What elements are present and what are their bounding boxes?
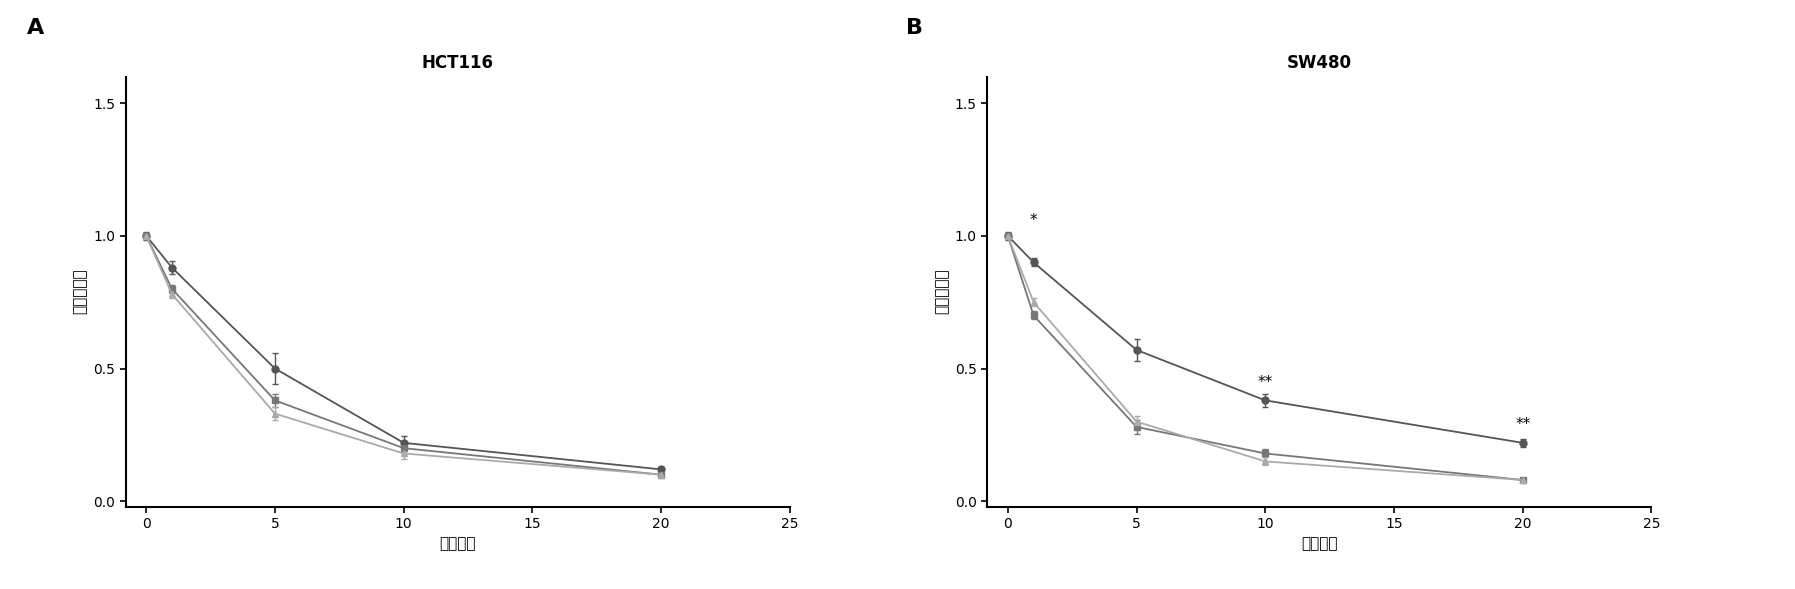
Text: B: B (906, 18, 923, 38)
X-axis label: 感染复数: 感染复数 (1301, 537, 1337, 551)
Text: *: * (1030, 213, 1038, 228)
Y-axis label: 细胞存活率: 细胞存活率 (933, 269, 950, 315)
Title: SW480: SW480 (1287, 54, 1352, 72)
Text: **: ** (1258, 375, 1273, 390)
Y-axis label: 细胞存活率: 细胞存活率 (72, 269, 88, 315)
X-axis label: 感染复数: 感染复数 (440, 537, 476, 551)
Text: **: ** (1515, 417, 1531, 432)
Text: A: A (27, 18, 45, 38)
Title: HCT116: HCT116 (422, 54, 494, 72)
